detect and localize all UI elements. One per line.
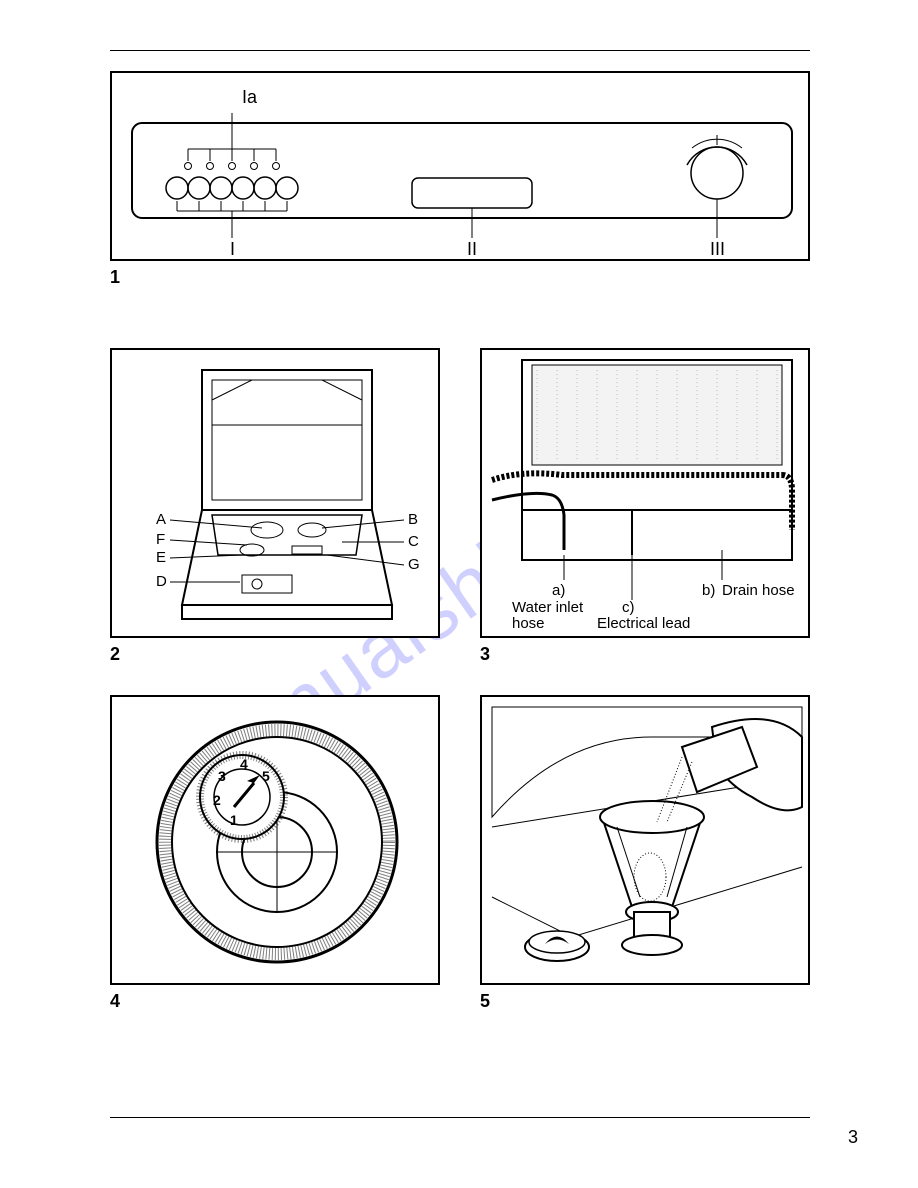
figure-2-number: 2 xyxy=(110,644,440,665)
row-2: A F E D B C G 2 xyxy=(110,348,810,665)
fig2-label-C: C xyxy=(408,533,419,550)
dial-2: 2 xyxy=(213,792,221,808)
fig2-label-D: D xyxy=(156,573,167,590)
figure-5-svg xyxy=(482,697,812,987)
fig3-c-label: c) xyxy=(622,599,635,616)
figure-4-svg: 1 2 3 4 5 xyxy=(112,697,442,987)
label-III: III xyxy=(710,239,725,259)
bottom-rule xyxy=(110,1117,810,1118)
fig3-a-label: a) xyxy=(552,582,565,599)
figure-3-block: a) Water inlet hose c) Electrical lead b… xyxy=(480,348,810,665)
fig3-a-text1: Water inlet xyxy=(512,599,584,616)
figure-3-svg: a) Water inlet hose c) Electrical lead b… xyxy=(482,350,812,640)
dial-3: 3 xyxy=(218,768,226,784)
fig2-label-F: F xyxy=(156,531,165,548)
figure-4-number: 4 xyxy=(110,991,440,1012)
figure-1: Ia I II III xyxy=(110,71,810,261)
label-Ia: Ia xyxy=(242,87,258,107)
figure-5-number: 5 xyxy=(480,991,810,1012)
figure-5-block: 5 xyxy=(480,695,810,1012)
dial-4: 4 xyxy=(240,756,248,772)
fig2-label-G: G xyxy=(408,556,420,573)
row-3: 1 2 3 4 5 4 xyxy=(110,695,810,1012)
page-number: 3 xyxy=(848,1127,858,1148)
figure-2-block: A F E D B C G 2 xyxy=(110,348,440,665)
fig3-c-text: Electrical lead xyxy=(597,615,690,632)
label-II: II xyxy=(467,239,477,259)
fig3-a-text2: hose xyxy=(512,615,545,632)
program-dial xyxy=(687,135,747,238)
figure-2: A F E D B C G xyxy=(110,348,440,638)
figure-4-block: 1 2 3 4 5 4 xyxy=(110,695,440,1012)
fig2-label-E: E xyxy=(156,549,166,566)
page-content: Ia I II III 1 xyxy=(110,50,810,1012)
figure-2-svg: A F E D B C G xyxy=(112,350,442,640)
figure-3: a) Water inlet hose c) Electrical lead b… xyxy=(480,348,810,638)
figure-1-number: 1 xyxy=(110,267,810,288)
dial-5: 5 xyxy=(262,768,270,784)
label-I: I xyxy=(230,239,235,259)
fig2-label-B: B xyxy=(408,511,418,528)
dial-1: 1 xyxy=(230,812,238,828)
figure-5 xyxy=(480,695,810,985)
button-row xyxy=(166,113,298,238)
fig2-label-A: A xyxy=(156,511,166,528)
fig3-b-label: b) xyxy=(702,582,715,599)
top-rule xyxy=(110,50,810,51)
figure-1-block: Ia I II III 1 xyxy=(110,71,810,288)
figure-4: 1 2 3 4 5 xyxy=(110,695,440,985)
figure-1-svg: Ia I II III xyxy=(112,73,812,263)
fig3-b-text: Drain hose xyxy=(722,582,795,599)
figure-3-number: 3 xyxy=(480,644,810,665)
